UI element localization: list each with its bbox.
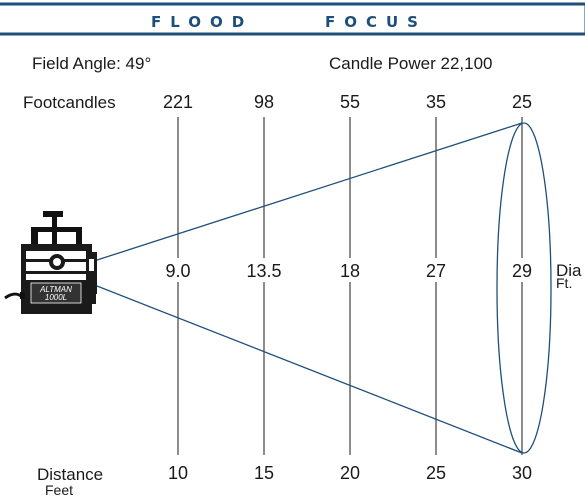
beam-lower-edge: [96, 285, 523, 454]
distance-lines: [177, 117, 523, 455]
footcandle-value: 55: [340, 92, 360, 112]
distance-value: 30: [512, 463, 532, 483]
fixture-brand-label: ALTMAN: [39, 285, 72, 294]
fixture-model-label: 1000L: [45, 293, 67, 302]
diameter-label: Dia: [556, 261, 582, 280]
distance-unit-label: Feet: [45, 482, 73, 498]
focus-header-label: FOCUS: [325, 13, 427, 31]
diameter-value: 13.5: [246, 261, 281, 281]
distance-value: 25: [426, 463, 446, 483]
spotlight-fixture-icon: ALTMAN 1000L: [4, 211, 97, 314]
distance-value: 10: [168, 463, 188, 483]
diameter-value: 18: [340, 261, 360, 281]
beam-field-ellipse: [496, 122, 552, 454]
diameter-unit-label: Ft.: [556, 275, 572, 291]
footcandle-value: 25: [512, 92, 532, 112]
beam-cone: [96, 122, 552, 454]
footcandle-value: 35: [426, 92, 446, 112]
distance-label: Distance: [37, 465, 103, 484]
diameter-value: 29: [512, 261, 532, 281]
diameter-value: 27: [426, 261, 446, 281]
footcandle-value: 221: [163, 92, 193, 112]
footcandles-label: Footcandles: [23, 93, 116, 112]
beam-upper-edge: [96, 122, 523, 261]
diameter-row: 9.0 13.5 18 27 29 Dia Ft.: [158, 258, 582, 291]
field-angle-label: Field Angle: 49°: [32, 54, 151, 73]
diameter-value: 9.0: [165, 261, 190, 281]
distance-value: 20: [340, 463, 360, 483]
flood-header-label: FLOOD: [151, 13, 253, 31]
header-band: FLOOD FOCUS: [0, 2, 585, 36]
distance-value: 15: [254, 463, 274, 483]
footcandle-row: 221 98 55 35 25: [163, 92, 532, 112]
candle-power-label: Candle Power 22,100: [329, 54, 493, 73]
distance-row: 10 15 20 25 30 Distance Feet: [37, 459, 537, 498]
footcandle-value: 98: [254, 92, 274, 112]
